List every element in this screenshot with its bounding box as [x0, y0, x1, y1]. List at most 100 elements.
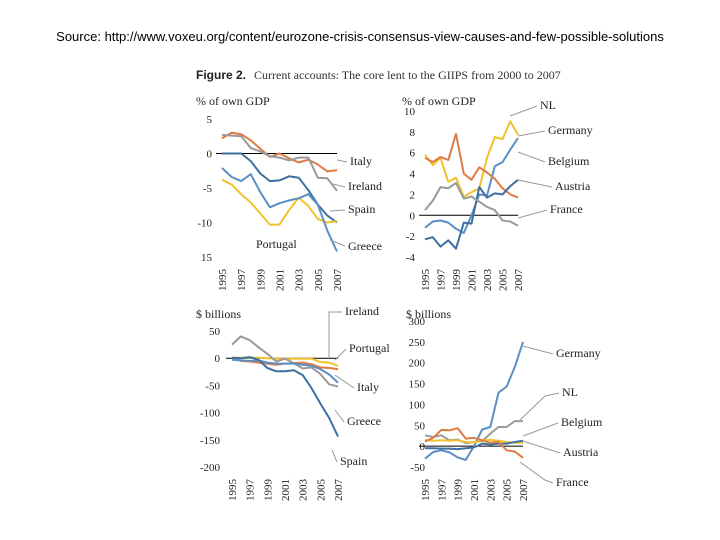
core-pct-ytick-label: 0: [410, 210, 416, 222]
core-usd-series-germany: [424, 341, 524, 461]
giips-usd-series-spain: [231, 356, 339, 437]
core-pct-leader-nl: [509, 105, 538, 117]
giips-usd-leader-portugal: [334, 348, 347, 361]
core-pct-xtick-label: 1997: [436, 269, 448, 292]
core-usd-series-label-germany: Germany: [556, 346, 601, 360]
giips-pct-series-label-ireland: Ireland: [348, 179, 382, 193]
core-pct-series-belgium: [424, 132, 519, 199]
core-pct-ytick-label: 8: [410, 127, 416, 139]
giips-pct-ytick-label: 5: [207, 114, 213, 126]
core-pct-xtick-label: 2003: [482, 269, 494, 292]
giips-pct-series-greece: [221, 167, 338, 252]
giips-pct-xtick-label: 2003: [294, 269, 306, 292]
giips-pct-ytick-label: -10: [197, 218, 212, 230]
giips-pct-ytick-label: 15: [201, 252, 213, 264]
core-usd-xtick-label: 1995: [420, 479, 432, 502]
core-usd-leader-austria: [522, 440, 561, 454]
giips-pct-xtick-label: 2007: [332, 269, 344, 292]
core-pct-series-label-austria: Austria: [555, 179, 591, 193]
core-pct-leader-austria: [517, 179, 553, 188]
figure-caption: Current accounts: The core lent to the G…: [254, 68, 561, 82]
core-pct-leader-belgium: [517, 151, 546, 163]
core-usd-series-france: [424, 427, 524, 459]
core-pct-ylabel: % of own GDP: [402, 94, 476, 108]
core-pct-series-label-nl: NL: [540, 98, 556, 112]
giips-pct-xtick-label: 1999: [255, 269, 267, 292]
core-pct-ytick-label: -4: [406, 252, 416, 264]
core-usd-leader-nl: [519, 392, 560, 421]
giips-usd-xtick-label: 2003: [298, 479, 310, 502]
core-usd-leader-germany: [522, 345, 554, 355]
giips-usd-ylabel: $ billions: [196, 307, 241, 321]
giips-usd-series-label-italy: Italy: [357, 380, 379, 394]
core-usd-series-austria: [425, 439, 524, 451]
core-pct-series-label-belgium: Belgium: [548, 154, 590, 168]
core-pct-xtick-label: 2007: [513, 269, 525, 292]
core-usd-leader-belgium: [522, 422, 559, 437]
giips-usd-leader-italy: [334, 374, 355, 389]
giips-usd-series-label-greece: Greece: [347, 414, 381, 428]
core-usd-leader-france: [519, 461, 554, 484]
core-usd-ytick-label: 150: [409, 379, 426, 391]
giips-pct-series-label-greece: Greece: [348, 239, 382, 253]
giips-usd-xtick-label: 1999: [262, 479, 274, 502]
core-usd-ytick-label: 100: [409, 399, 426, 411]
figure-label: Figure 2.: [196, 68, 247, 82]
core-pct-series-france: [424, 182, 519, 227]
core-usd-xtick-label: 1997: [436, 479, 448, 502]
giips-pct-xtick-label: 1995: [217, 269, 229, 292]
core-usd-xtick-label: 2005: [502, 479, 514, 501]
core-usd-ytick-label: 200: [409, 358, 426, 370]
core-pct-series-label-germany: Germany: [548, 123, 593, 137]
core-usd-ylabel: $ billions: [406, 307, 451, 321]
giips-usd-series-italy: [231, 335, 339, 388]
giips-usd-ytick-label: -100: [200, 408, 221, 420]
giips-pct-series-label-italy: Italy: [350, 154, 372, 168]
giips-usd-series-label-spain: Spain: [340, 454, 367, 468]
giips-pct-leader-italy: [336, 159, 348, 163]
core-pct-ytick-label: -2: [406, 231, 415, 243]
giips-usd-series-greece: [231, 358, 339, 384]
figure-title: Figure 2. Current accounts: The core lent…: [196, 68, 561, 83]
giips-pct-series-portugal: [221, 178, 338, 226]
giips-pct-xtick-label: 2001: [275, 269, 287, 291]
core-pct-ytick-label: 10: [404, 106, 416, 118]
core-usd-xtick-label: 1999: [453, 479, 465, 502]
core-usd-xtick-label: 2001: [469, 479, 481, 501]
core-usd-ytick-label: 300: [409, 316, 426, 328]
core-pct-series-austria: [424, 179, 519, 250]
core-pct-series-germany: [424, 137, 519, 234]
core-pct-xtick-label: 2005: [498, 269, 510, 292]
giips-usd-ytick-label: -200: [200, 462, 221, 474]
giips-usd-xtick-label: 1997: [245, 479, 257, 502]
core-pct-xtick-label: 1995: [420, 269, 432, 292]
core-usd-xtick-label: 2007: [518, 479, 530, 502]
core-usd-ytick-label: 250: [409, 337, 426, 349]
core-pct-series-label-france: France: [550, 202, 583, 216]
giips-usd-xtick-label: 1995: [227, 479, 239, 502]
giips-pct-leader-spain: [329, 209, 346, 212]
giips-pct-xtick-label: 1997: [236, 269, 248, 292]
core-pct-xtick-label: 1999: [451, 269, 463, 292]
giips-pct-series-label-portugal: Portugal: [256, 237, 297, 251]
core-pct-leader-germany: [517, 130, 546, 137]
giips-usd-series-label-portugal: Portugal: [349, 341, 390, 355]
core-usd-series-label-nl: NL: [562, 385, 578, 399]
core-usd-ytick-label: -50: [410, 462, 425, 474]
core-pct-ytick-label: 6: [410, 148, 416, 160]
core-pct-xtick-label: 2001: [467, 269, 479, 291]
giips-usd-ytick-label: 0: [215, 353, 221, 365]
core-usd-ytick-label: 50: [414, 420, 426, 432]
core-usd-xtick-label: 2003: [485, 478, 497, 501]
core-usd-series-label-france: France: [556, 475, 589, 489]
giips-pct-xtick-label: 2005: [313, 269, 325, 292]
giips-usd-xtick-label: 2005: [315, 479, 327, 502]
core-pct-leader-france: [517, 209, 548, 219]
giips-pct-series-label-spain: Spain: [348, 202, 375, 216]
core-pct-ytick-label: 2: [410, 189, 416, 201]
core-usd-series-belgium: [424, 438, 523, 444]
giips-usd-ytick-label: -50: [205, 380, 220, 392]
core-usd-ytick-label: 0: [420, 441, 426, 453]
giips-pct-series-italy: [221, 131, 338, 173]
